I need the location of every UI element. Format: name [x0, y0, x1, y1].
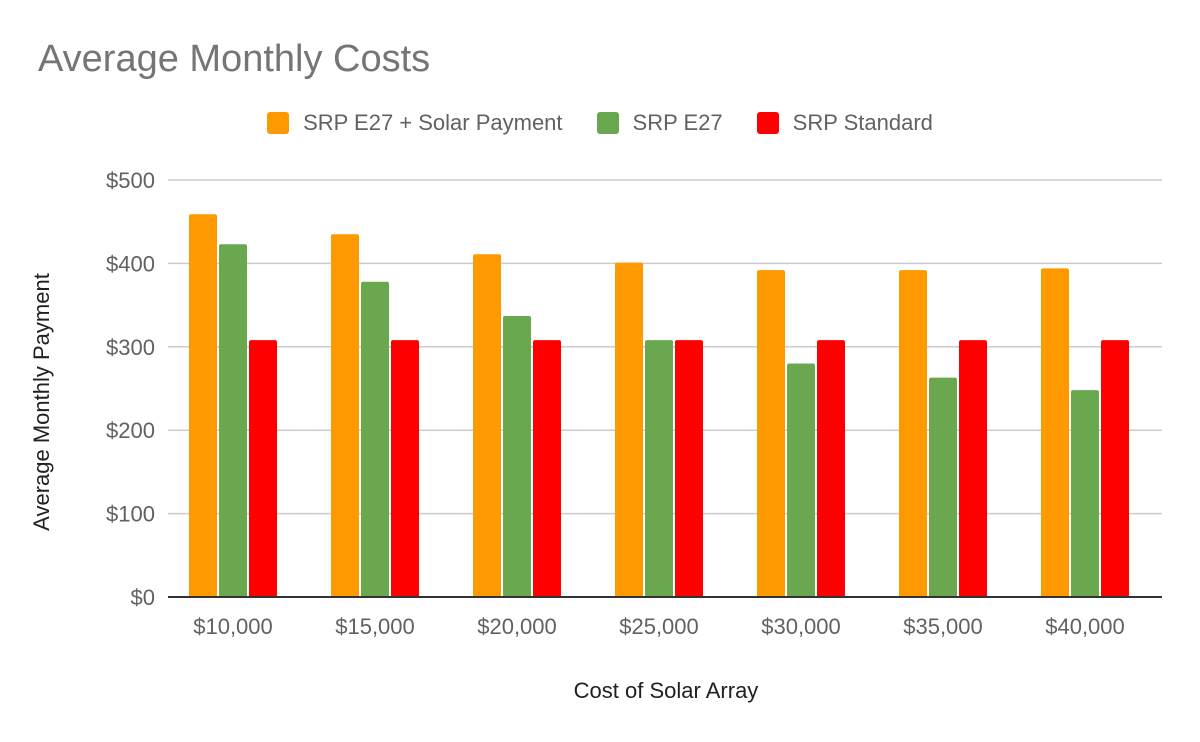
bar [219, 244, 247, 597]
bar [645, 340, 673, 597]
chart-title: Average Monthly Costs [38, 38, 431, 80]
legend-swatch-standard [756, 112, 779, 134]
y-tick-label: $300 [106, 335, 155, 360]
x-tick-label: $25,000 [619, 614, 699, 639]
x-tick-label: $30,000 [761, 614, 841, 639]
bar [1101, 340, 1129, 597]
x-tick-label: $20,000 [477, 614, 557, 639]
legend-item-standard: SRP Standard [756, 110, 933, 136]
bar [757, 270, 785, 597]
legend-swatch-e27-solar [267, 112, 290, 134]
y-tick-label: $200 [106, 418, 155, 443]
bar [1041, 268, 1069, 597]
y-tick-label: $100 [106, 502, 155, 527]
bar [899, 270, 927, 597]
legend-item-e27: SRP E27 [596, 110, 723, 136]
bar [675, 340, 703, 597]
legend-swatch-e27 [596, 112, 619, 134]
x-tick-label: $10,000 [193, 614, 273, 639]
bar [391, 340, 419, 597]
bar [787, 363, 815, 597]
bar [331, 234, 359, 597]
bar [361, 281, 389, 597]
legend-label-standard: SRP Standard [792, 110, 933, 135]
bar [817, 340, 845, 597]
y-tick-label: $400 [106, 251, 155, 276]
bar [959, 340, 987, 597]
x-tick-label: $35,000 [903, 614, 983, 639]
bar [1071, 390, 1099, 597]
legend-label-e27: SRP E27 [632, 110, 723, 135]
x-axis-label: Cost of Solar Array [574, 678, 759, 703]
bar [189, 214, 217, 597]
legend-item-e27-solar: SRP E27 + Solar Payment [267, 110, 563, 136]
y-tick-label: $0 [131, 585, 155, 610]
bar [473, 254, 501, 597]
bar [249, 340, 277, 597]
x-tick-label: $15,000 [335, 614, 415, 639]
legend-label-e27-solar: SRP E27 + Solar Payment [303, 110, 563, 135]
bar [503, 315, 531, 597]
legend: SRP E27 + Solar Payment SRP E27 SRP Stan… [0, 110, 1200, 136]
bar [929, 377, 957, 597]
bar [533, 340, 561, 597]
y-tick-label: $500 [106, 168, 155, 193]
x-tick-label: $40,000 [1045, 614, 1125, 639]
bar [615, 262, 643, 597]
